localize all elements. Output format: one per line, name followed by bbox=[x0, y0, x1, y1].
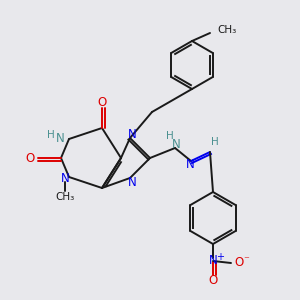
Text: N: N bbox=[61, 172, 69, 185]
Text: H: H bbox=[166, 131, 174, 141]
Text: H: H bbox=[47, 130, 55, 140]
Text: O: O bbox=[234, 256, 244, 269]
Text: CH₃: CH₃ bbox=[56, 192, 75, 202]
Text: N: N bbox=[208, 254, 217, 268]
Text: +: + bbox=[216, 252, 224, 262]
Text: ⁻: ⁻ bbox=[243, 255, 249, 265]
Text: N: N bbox=[172, 139, 180, 152]
Text: O: O bbox=[98, 97, 106, 110]
Text: N: N bbox=[56, 133, 64, 146]
Text: N: N bbox=[128, 176, 136, 188]
Text: O: O bbox=[26, 152, 34, 164]
Text: H: H bbox=[211, 137, 219, 147]
Text: N: N bbox=[128, 128, 136, 140]
Text: N: N bbox=[186, 158, 194, 170]
Text: CH₃: CH₃ bbox=[217, 25, 236, 35]
Text: O: O bbox=[208, 274, 217, 287]
